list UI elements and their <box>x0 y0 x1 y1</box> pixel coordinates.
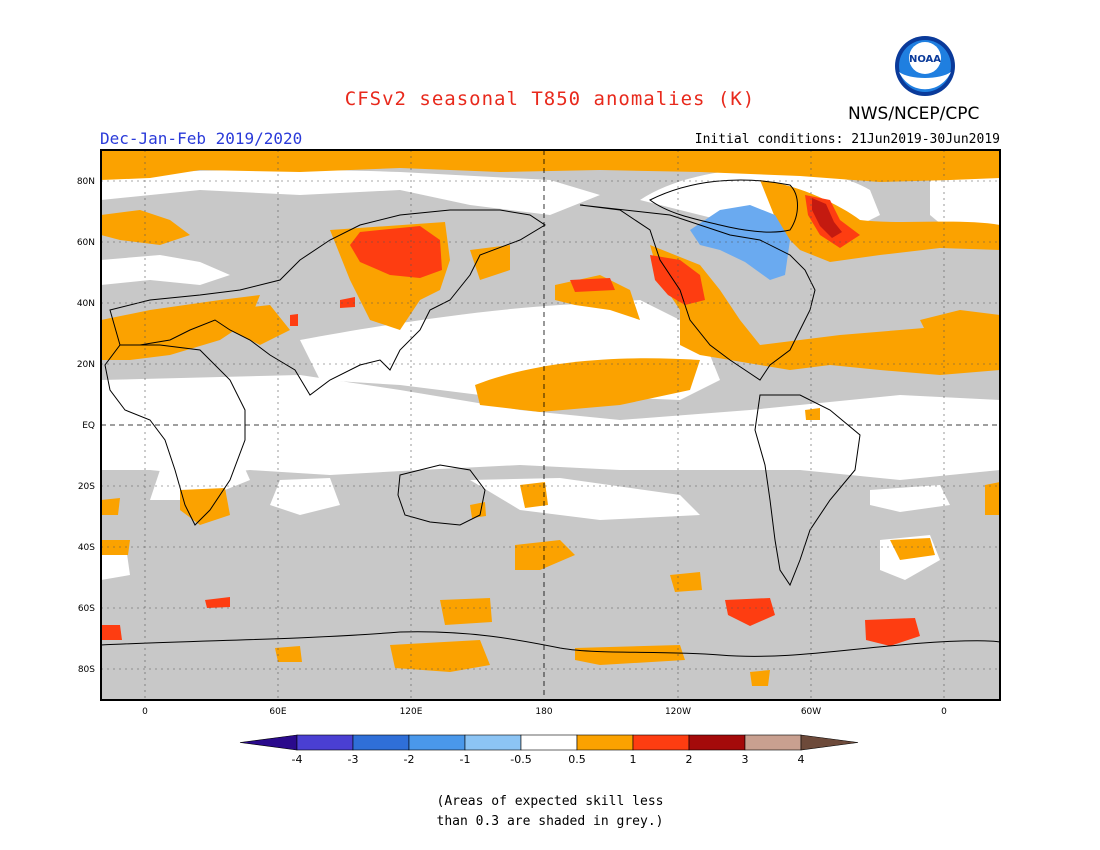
lon-label: 120W <box>665 707 691 717</box>
colorbar-segment <box>408 734 466 751</box>
noaa-logo: NOAA <box>895 36 955 96</box>
graticule <box>101 150 1000 700</box>
latitude-labels: 80N 60N 40N 20N EQ 20S 40S 60S 80S <box>77 177 95 675</box>
lat-label: 40N <box>77 299 95 309</box>
footnote-line: than 0.3 are shaded in grey.) <box>436 814 664 829</box>
anomaly-field <box>101 150 1000 700</box>
colorbar-segment <box>296 734 354 751</box>
colorbar-label: 3 <box>742 753 749 766</box>
colorbar-label: 4 <box>798 753 805 766</box>
colorbar-segment <box>632 734 690 751</box>
lat-label: 60N <box>77 238 95 248</box>
lon-label: 0 <box>941 707 947 717</box>
colorbar-segment <box>352 734 410 751</box>
lat-label: 20S <box>78 482 95 492</box>
equator-dateline <box>101 150 1000 700</box>
colorbar-label: -2 <box>404 753 415 766</box>
colorbar-segment <box>464 734 522 751</box>
lon-label: 120E <box>400 707 423 717</box>
noaa-logo-text: NOAA <box>909 54 941 65</box>
lat-label: EQ <box>82 421 95 431</box>
footnote-line: (Areas of expected skill less <box>436 794 664 809</box>
lat-label: 80N <box>77 177 95 187</box>
anomaly-strong <box>812 198 842 238</box>
colorbar-label: 1 <box>630 753 637 766</box>
lat-label: 80S <box>78 665 95 675</box>
lon-label: 60E <box>269 707 286 717</box>
colorbar-label: 0.5 <box>568 753 586 766</box>
anomaly-1-to-2 <box>101 195 920 646</box>
colorbar-label: -3 <box>348 753 359 766</box>
colorbar-segment <box>520 734 578 751</box>
colorbar-label: -4 <box>292 753 303 766</box>
map-frame <box>100 149 1001 701</box>
colorbar-label: -1 <box>460 753 471 766</box>
colorbar: -4 -3 -2 -1 -0.5 0.5 1 2 3 4 <box>239 734 859 766</box>
lat-label: 40S <box>78 543 95 553</box>
footnote: (Areas of expected skill less than 0.3 a… <box>0 792 1100 832</box>
colorbar-segment <box>576 734 634 751</box>
coastlines <box>101 179 1000 657</box>
agency-label: NWS/NCEP/CPC <box>848 104 980 124</box>
colorbar-label: 2 <box>686 753 693 766</box>
lon-label: 60W <box>801 707 821 717</box>
colorbar-label: -0.5 <box>510 753 531 766</box>
colorbar-arrow-high <box>800 734 859 751</box>
colorbar-segment <box>744 734 802 751</box>
colorbar-arrow-low <box>239 734 298 751</box>
lon-label: 0 <box>142 707 148 717</box>
near-normal-areas <box>101 168 1000 580</box>
lon-label: 180 <box>535 707 552 717</box>
lat-label: 20N <box>77 360 95 370</box>
lat-label: 60S <box>78 604 95 614</box>
initial-conditions: Initial conditions: 21Jun2019-30Jun2019 <box>694 132 1000 147</box>
chart-title: CFSv2 seasonal T850 anomalies (K) <box>344 88 756 110</box>
longitude-labels: 0 60E 120E 180 120W 60W 0 <box>142 707 947 717</box>
season-label: Dec-Jan-Feb 2019/2020 <box>100 129 303 148</box>
colorbar-segment <box>688 734 746 751</box>
